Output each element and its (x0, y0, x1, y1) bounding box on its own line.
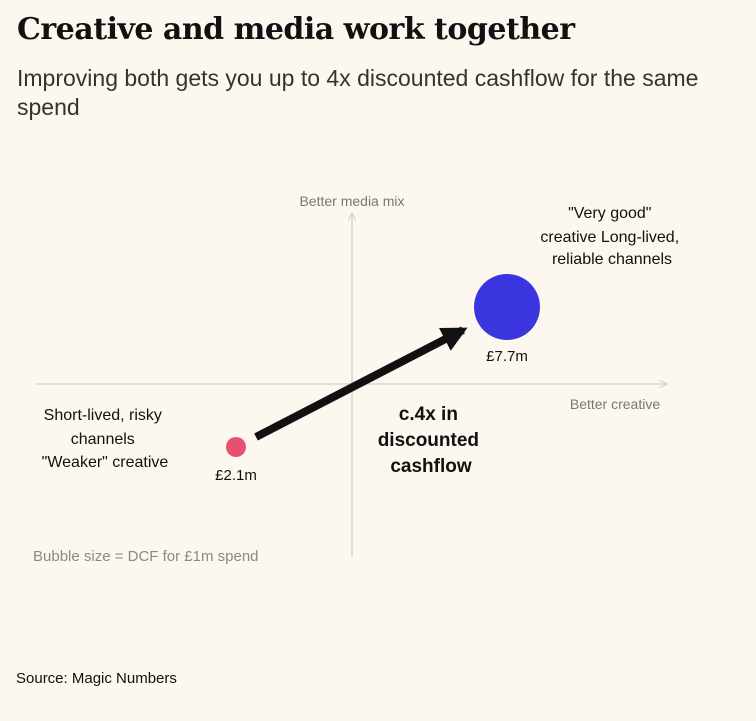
description-line: creative Long-lived, (540, 229, 679, 246)
bubble-strong-description: "Very good" creative Long-lived, reliabl… (540, 205, 683, 268)
bubble-weak (226, 437, 246, 457)
bubble-strong (474, 274, 540, 340)
arrow-label-line: cashflow (390, 456, 472, 477)
chart-subtitle: Improving both gets you up to 4x discoun… (17, 65, 699, 120)
y-axis-label: Better media mix (299, 193, 404, 209)
description-line: "Weaker" creative (42, 454, 169, 471)
x-axis-label: Better creative (570, 396, 660, 412)
description-line: Short-lived, risky (44, 407, 162, 424)
bubble-weak-description: Short-lived, risky channels "Weaker" cre… (42, 407, 169, 471)
arrow-label-line: c.4x in (399, 404, 458, 425)
description-line: "Very good" (568, 205, 651, 222)
description-line: reliable channels (552, 251, 672, 268)
arrow-label-line: discounted (378, 430, 479, 451)
description-line: channels (71, 431, 135, 448)
source-note: Source: Magic Numbers (16, 670, 177, 687)
growth-arrow (254, 326, 468, 441)
bubble-strong-value-label: £7.7m (486, 348, 528, 365)
arrow-label: c.4x in discounted cashflow (378, 404, 485, 477)
bubble-weak-value-label: £2.1m (215, 467, 257, 484)
chart-title: Creative and media work together (17, 12, 575, 47)
bubble-size-note: Bubble size = DCF for £1m spend (33, 548, 259, 565)
